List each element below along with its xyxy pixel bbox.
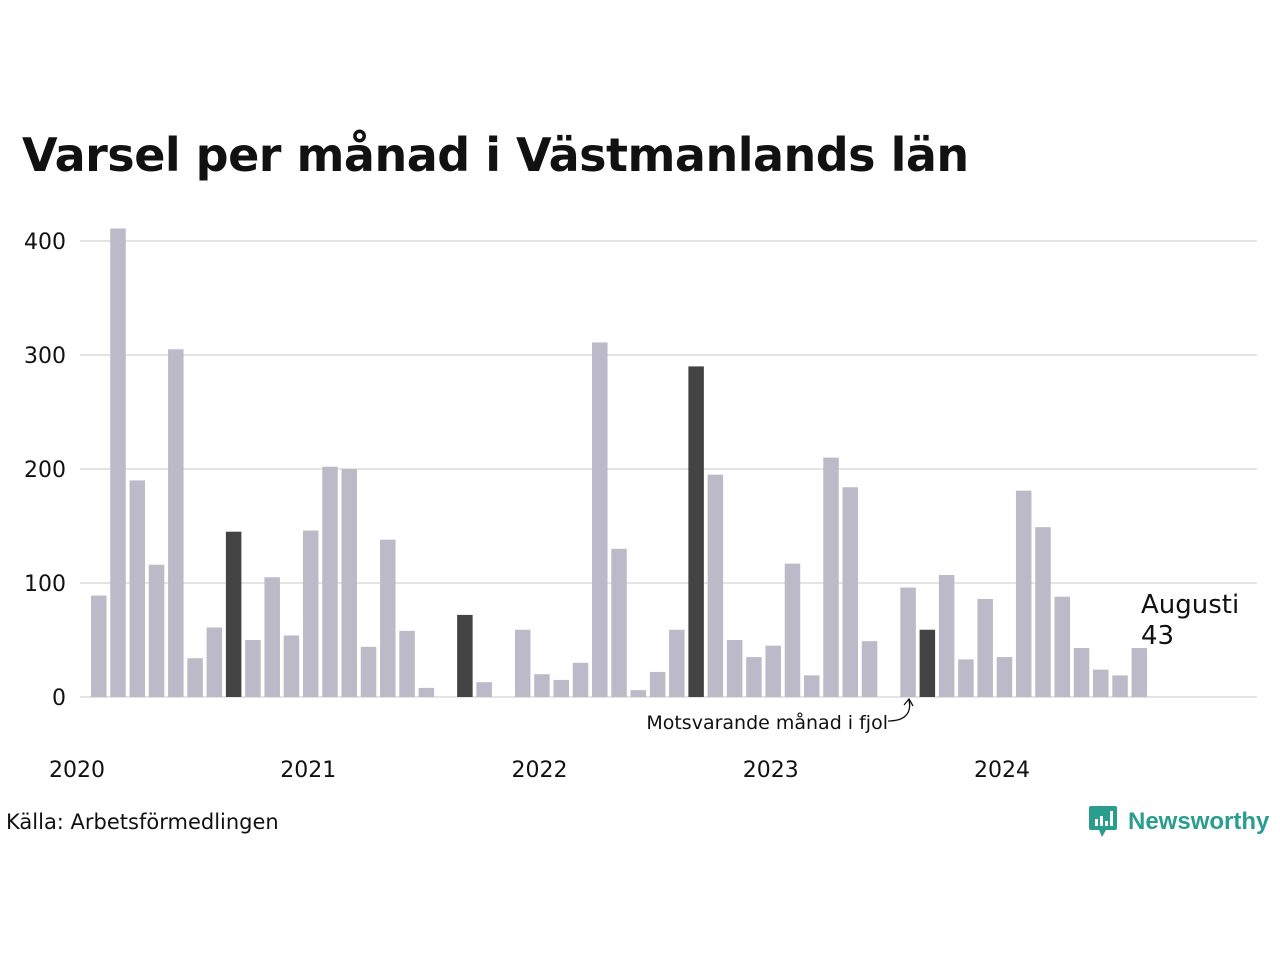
bar-2022-08 (688, 366, 704, 697)
bar-2022-06 (649, 671, 666, 697)
bar-2022-04 (611, 548, 627, 697)
bar-2022-03 (592, 342, 608, 697)
current-month-label: Augusti (1141, 590, 1239, 620)
bar-2021-04 (380, 539, 396, 697)
bar-2022-05 (630, 690, 647, 697)
bar-2023-04 (842, 487, 859, 697)
brand-logo: Newsworthy (1088, 804, 1269, 840)
bar-2024-07 (1131, 647, 1148, 697)
bar-2021-01 (322, 466, 338, 697)
bar-2023-07 (900, 587, 916, 697)
bar-2023-03 (823, 457, 839, 697)
x-year-label: 2022 (511, 758, 567, 783)
bar-2020-08 (225, 531, 242, 697)
bar-2022-09 (707, 474, 724, 697)
bars (91, 228, 1148, 697)
bar-2023-10 (958, 659, 974, 697)
bar-2022-12 (765, 645, 781, 697)
bar-2024-03 (1054, 596, 1070, 697)
bar-2020-11 (283, 635, 300, 697)
bar-2022-11 (746, 657, 762, 697)
bar-2020-04 (148, 564, 165, 697)
x-year-label: 2020 (49, 758, 105, 783)
y-axis-ticks: 0 100 200 300 400 (24, 230, 66, 711)
x-year-label: 2021 (280, 758, 336, 783)
bar-2024-05 (1093, 669, 1109, 697)
bar-2023-05 (861, 641, 878, 697)
y-tick-label: 100 (24, 572, 66, 597)
bar-2023-02 (803, 675, 820, 697)
bar-2020-05 (168, 349, 184, 697)
gridlines (80, 240, 1257, 698)
annotations: Augusti 43 Motsvarande månad i fjol (646, 590, 1239, 734)
bar-2021-12 (534, 674, 550, 697)
newsworthy-logo-icon (1089, 806, 1117, 837)
current-month-value: 43 (1141, 621, 1174, 651)
bar-2023-11 (977, 598, 993, 697)
bar-2023-12 (996, 657, 1013, 697)
bar-2021-06 (418, 687, 435, 697)
bar-2024-04 (1073, 647, 1090, 697)
y-tick-label: 200 (24, 458, 66, 483)
bar-2021-02 (341, 469, 358, 697)
bar-2020-09 (245, 640, 261, 697)
bar-2022-07 (669, 629, 685, 697)
bar-2023-09 (938, 575, 955, 697)
bar-2020-10 (264, 577, 280, 697)
bar-2020-02 (110, 228, 126, 697)
bar-2022-01 (553, 679, 569, 697)
bar-2024-02 (1035, 527, 1051, 697)
x-axis-year-labels: 2020 2021 2022 2023 2024 (49, 758, 1030, 783)
bar-2021-05 (399, 630, 415, 697)
bar-2020-01 (91, 595, 107, 697)
x-year-label: 2024 (974, 758, 1030, 783)
brand-name: Newsworthy (1128, 808, 1270, 835)
bar-2022-02 (572, 662, 589, 697)
x-year-label: 2023 (743, 758, 799, 783)
previous-year-annotation: Motsvarande månad i fjol (646, 711, 888, 734)
y-tick-label: 300 (24, 344, 66, 369)
bar-2020-12 (302, 530, 319, 697)
bar-2021-08 (457, 614, 473, 697)
bar-2021-03 (360, 646, 377, 697)
bar-2021-11 (514, 629, 531, 697)
previous-year-arrowhead (903, 697, 914, 707)
bar-2024-06 (1112, 675, 1128, 697)
bar-2023-01 (784, 563, 801, 697)
bar-2020-06 (187, 658, 203, 697)
previous-year-arrow (887, 699, 911, 722)
bar-2022-10 (726, 640, 743, 697)
y-tick-label: 400 (24, 230, 66, 255)
bar-2024-01 (1015, 490, 1032, 697)
y-tick-label: 0 (52, 686, 66, 711)
bar-2020-03 (129, 480, 146, 697)
bar-2023-08 (919, 629, 936, 697)
source-note: Källa: Arbetsförmedlingen (6, 810, 279, 834)
bar-2020-07 (206, 627, 223, 697)
chart-title: Varsel per månad i Västmanlands län (22, 128, 969, 182)
bar-2021-09 (476, 682, 492, 697)
